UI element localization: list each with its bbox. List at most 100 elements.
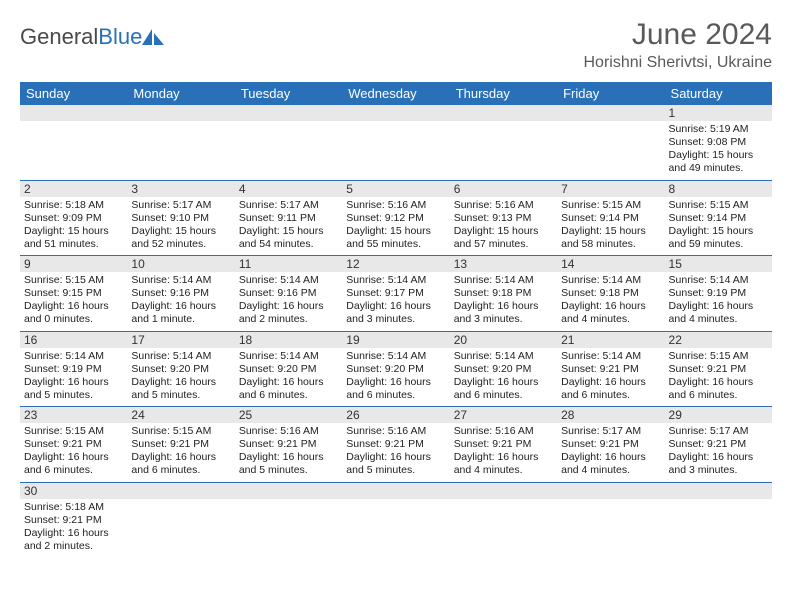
day-number: 8 (665, 181, 772, 197)
day-number-empty (342, 105, 449, 121)
day-details: Sunrise: 5:14 AMSunset: 9:21 PMDaylight:… (557, 348, 664, 407)
calendar-cell: 30Sunrise: 5:18 AMSunset: 9:21 PMDayligh… (20, 482, 127, 557)
day-details: Sunrise: 5:16 AMSunset: 9:21 PMDaylight:… (342, 423, 449, 482)
calendar-cell: 23Sunrise: 5:15 AMSunset: 9:21 PMDayligh… (20, 407, 127, 483)
day-number: 9 (20, 256, 127, 272)
day-number-empty (557, 483, 664, 499)
day-number: 11 (235, 256, 342, 272)
day-number: 17 (127, 332, 234, 348)
header: GeneralBlue June 2024 Horishni Sherivtsi… (20, 18, 772, 72)
calendar-cell: 9Sunrise: 5:15 AMSunset: 9:15 PMDaylight… (20, 256, 127, 332)
weekday-header: Sunday (20, 82, 127, 105)
calendar-cell: 28Sunrise: 5:17 AMSunset: 9:21 PMDayligh… (557, 407, 664, 483)
weekday-header: Wednesday (342, 82, 449, 105)
calendar-cell: 8Sunrise: 5:15 AMSunset: 9:14 PMDaylight… (665, 180, 772, 256)
calendar-cell: 2Sunrise: 5:18 AMSunset: 9:09 PMDaylight… (20, 180, 127, 256)
weekday-header: Monday (127, 82, 234, 105)
calendar-cell: 5Sunrise: 5:16 AMSunset: 9:12 PMDaylight… (342, 180, 449, 256)
day-details: Sunrise: 5:14 AMSunset: 9:18 PMDaylight:… (557, 272, 664, 331)
calendar-cell (557, 105, 664, 180)
day-details: Sunrise: 5:16 AMSunset: 9:12 PMDaylight:… (342, 197, 449, 256)
day-number: 28 (557, 407, 664, 423)
calendar-cell: 13Sunrise: 5:14 AMSunset: 9:18 PMDayligh… (450, 256, 557, 332)
day-number: 3 (127, 181, 234, 197)
day-number: 16 (20, 332, 127, 348)
day-number: 19 (342, 332, 449, 348)
day-details: Sunrise: 5:14 AMSunset: 9:16 PMDaylight:… (235, 272, 342, 331)
calendar-cell: 20Sunrise: 5:14 AMSunset: 9:20 PMDayligh… (450, 331, 557, 407)
calendar-cell: 11Sunrise: 5:14 AMSunset: 9:16 PMDayligh… (235, 256, 342, 332)
calendar-cell (235, 482, 342, 557)
calendar-row: 1Sunrise: 5:19 AMSunset: 9:08 PMDaylight… (20, 105, 772, 180)
calendar-cell (557, 482, 664, 557)
calendar-row: 16Sunrise: 5:14 AMSunset: 9:19 PMDayligh… (20, 331, 772, 407)
weekday-header: Saturday (665, 82, 772, 105)
calendar-cell: 25Sunrise: 5:16 AMSunset: 9:21 PMDayligh… (235, 407, 342, 483)
day-details: Sunrise: 5:14 AMSunset: 9:20 PMDaylight:… (235, 348, 342, 407)
calendar-cell: 26Sunrise: 5:16 AMSunset: 9:21 PMDayligh… (342, 407, 449, 483)
day-number: 14 (557, 256, 664, 272)
day-details: Sunrise: 5:14 AMSunset: 9:18 PMDaylight:… (450, 272, 557, 331)
calendar-cell: 16Sunrise: 5:14 AMSunset: 9:19 PMDayligh… (20, 331, 127, 407)
day-number: 30 (20, 483, 127, 499)
day-number-empty (450, 105, 557, 121)
weekday-header: Thursday (450, 82, 557, 105)
day-number: 5 (342, 181, 449, 197)
day-number: 29 (665, 407, 772, 423)
title-block: June 2024 Horishni Sherivtsi, Ukraine (583, 18, 772, 72)
calendar-cell (127, 482, 234, 557)
day-number: 18 (235, 332, 342, 348)
day-number-empty (450, 483, 557, 499)
calendar-table: Sunday Monday Tuesday Wednesday Thursday… (20, 82, 772, 557)
weekday-header: Tuesday (235, 82, 342, 105)
calendar-cell (450, 482, 557, 557)
weekday-header-row: Sunday Monday Tuesday Wednesday Thursday… (20, 82, 772, 105)
day-number: 23 (20, 407, 127, 423)
day-details: Sunrise: 5:15 AMSunset: 9:21 PMDaylight:… (127, 423, 234, 482)
calendar-cell: 22Sunrise: 5:15 AMSunset: 9:21 PMDayligh… (665, 331, 772, 407)
calendar-cell: 14Sunrise: 5:14 AMSunset: 9:18 PMDayligh… (557, 256, 664, 332)
day-number: 6 (450, 181, 557, 197)
calendar-cell: 29Sunrise: 5:17 AMSunset: 9:21 PMDayligh… (665, 407, 772, 483)
day-number: 22 (665, 332, 772, 348)
calendar-row: 2Sunrise: 5:18 AMSunset: 9:09 PMDaylight… (20, 180, 772, 256)
weekday-header: Friday (557, 82, 664, 105)
calendar-cell: 19Sunrise: 5:14 AMSunset: 9:20 PMDayligh… (342, 331, 449, 407)
calendar-cell (342, 105, 449, 180)
day-number: 26 (342, 407, 449, 423)
day-number-empty (557, 105, 664, 121)
calendar-cell (127, 105, 234, 180)
day-details: Sunrise: 5:14 AMSunset: 9:20 PMDaylight:… (342, 348, 449, 407)
day-details: Sunrise: 5:17 AMSunset: 9:21 PMDaylight:… (665, 423, 772, 482)
day-number: 24 (127, 407, 234, 423)
calendar-cell: 10Sunrise: 5:14 AMSunset: 9:16 PMDayligh… (127, 256, 234, 332)
day-details: Sunrise: 5:15 AMSunset: 9:21 PMDaylight:… (665, 348, 772, 407)
day-details: Sunrise: 5:14 AMSunset: 9:20 PMDaylight:… (127, 348, 234, 407)
day-details: Sunrise: 5:17 AMSunset: 9:10 PMDaylight:… (127, 197, 234, 256)
day-details: Sunrise: 5:15 AMSunset: 9:15 PMDaylight:… (20, 272, 127, 331)
calendar-cell: 17Sunrise: 5:14 AMSunset: 9:20 PMDayligh… (127, 331, 234, 407)
day-details: Sunrise: 5:15 AMSunset: 9:14 PMDaylight:… (665, 197, 772, 256)
day-details: Sunrise: 5:15 AMSunset: 9:14 PMDaylight:… (557, 197, 664, 256)
day-details: Sunrise: 5:14 AMSunset: 9:19 PMDaylight:… (20, 348, 127, 407)
day-number: 25 (235, 407, 342, 423)
calendar-cell: 7Sunrise: 5:15 AMSunset: 9:14 PMDaylight… (557, 180, 664, 256)
calendar-cell: 6Sunrise: 5:16 AMSunset: 9:13 PMDaylight… (450, 180, 557, 256)
calendar-cell (20, 105, 127, 180)
day-details: Sunrise: 5:14 AMSunset: 9:20 PMDaylight:… (450, 348, 557, 407)
logo-text: GeneralBlue (20, 24, 142, 50)
day-number: 10 (127, 256, 234, 272)
day-number-empty (665, 483, 772, 499)
calendar-cell (450, 105, 557, 180)
calendar-cell: 4Sunrise: 5:17 AMSunset: 9:11 PMDaylight… (235, 180, 342, 256)
calendar-row: 9Sunrise: 5:15 AMSunset: 9:15 PMDaylight… (20, 256, 772, 332)
calendar-cell: 3Sunrise: 5:17 AMSunset: 9:10 PMDaylight… (127, 180, 234, 256)
day-details: Sunrise: 5:16 AMSunset: 9:13 PMDaylight:… (450, 197, 557, 256)
calendar-cell: 24Sunrise: 5:15 AMSunset: 9:21 PMDayligh… (127, 407, 234, 483)
day-details: Sunrise: 5:17 AMSunset: 9:21 PMDaylight:… (557, 423, 664, 482)
calendar-cell: 21Sunrise: 5:14 AMSunset: 9:21 PMDayligh… (557, 331, 664, 407)
sail-icon (140, 27, 166, 47)
day-number: 20 (450, 332, 557, 348)
day-number: 21 (557, 332, 664, 348)
location: Horishni Sherivtsi, Ukraine (583, 54, 772, 72)
